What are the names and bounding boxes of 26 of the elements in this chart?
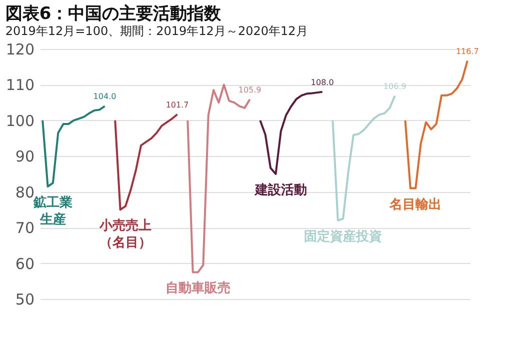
data-label: 104.0 [93, 92, 116, 102]
line-series [114, 113, 178, 211]
data-label: 108.0 [310, 78, 334, 87]
series-label: 自動車販売 [166, 280, 231, 296]
data-label: 101.7 [166, 100, 189, 110]
series-label: 小売売上（名目） [98, 218, 152, 251]
series-label: 名目輸出 [388, 197, 442, 212]
data-label: 105.9 [238, 85, 262, 94]
y-tick-label: 110 [6, 76, 34, 94]
line-series [259, 90, 324, 175]
line-series [404, 60, 468, 190]
series-label: 建設活動 [254, 182, 307, 198]
y-tick-label: 120 [6, 40, 34, 58]
y-tick-label: 50 [15, 290, 34, 308]
chart-subtitle: 2019年12月=100、期間：2019年12月～2020年12月 [5, 24, 308, 38]
series-label: 固定資産投資 [304, 228, 382, 244]
data-label: 106.9 [383, 82, 406, 91]
y-tick-label: 70 [15, 219, 34, 238]
series-label: 鉱工業生産 [32, 194, 72, 228]
y-tick-label: 100 [6, 112, 34, 130]
y-tick-label: 90 [15, 148, 34, 166]
line-series [42, 105, 106, 188]
y-tick-label: 80 [15, 183, 34, 202]
y-tick-label: 60 [15, 254, 34, 273]
chart-title: 図表6：中国の主要活動指数 [5, 4, 222, 24]
data-label: 116.7 [456, 46, 479, 56]
